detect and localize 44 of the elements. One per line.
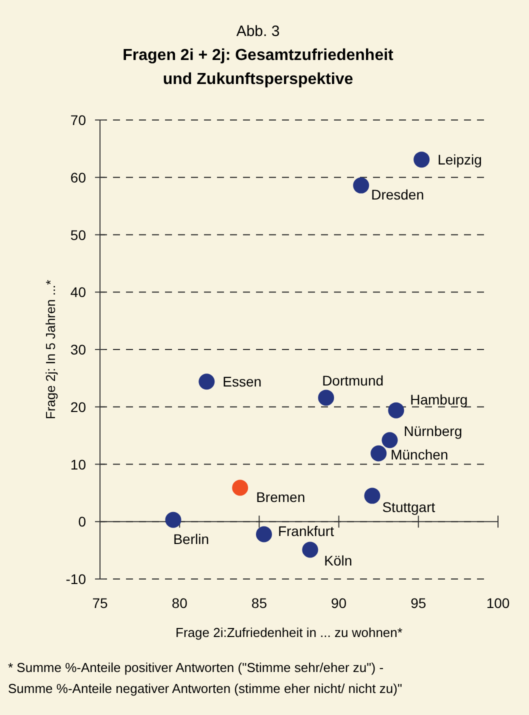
data-label: Köln [324, 552, 352, 569]
x-tick-label: 80 [172, 595, 188, 611]
point [318, 390, 334, 406]
y-tick-label: -10 [66, 571, 86, 587]
data-label: Dresden [371, 186, 424, 202]
point [302, 542, 318, 558]
point [388, 402, 404, 418]
chart-title: Abb. 3 [236, 23, 280, 40]
x-tick-label: 85 [251, 595, 268, 611]
data-label: Stuttgart [382, 498, 436, 515]
data-label: Nürnberg [404, 423, 462, 440]
y-tick-label: 30 [70, 342, 86, 358]
point [198, 374, 215, 390]
data-label: München [390, 446, 448, 462]
y-tick-label: 50 [70, 226, 86, 243]
point [382, 432, 398, 448]
data-label: Leipzig [438, 152, 482, 168]
point [364, 488, 380, 504]
point [370, 445, 387, 462]
y-tick-label: 60 [70, 169, 86, 186]
y-tick-label: 0 [78, 514, 86, 530]
data-label: Essen [222, 374, 262, 390]
x-tick-label: 75 [92, 595, 108, 611]
y-tick-label: 40 [70, 284, 86, 300]
chart-subtitle: Fragen 2i + 2j: Gesamtzufriedenheit und Zukunftsperspektive [122, 47, 394, 88]
point [414, 152, 430, 168]
x-tick-label: 95 [410, 595, 426, 611]
data-label: Bremen [256, 488, 306, 505]
data-label: Dortmund [322, 372, 384, 389]
data-label: Frankfurt [278, 523, 334, 540]
x-axis-title: Frage 2i:Zufriedenheit in ... zu wohnen* [176, 625, 402, 640]
x-tick-label: 100 [486, 595, 510, 611]
y-axis-title: Frage 2j: In 5 Jahren ...* [43, 280, 58, 420]
text: * Summe %-Anteile positiver Antworten ("Stimme sehr/eher zu") - Summe %-Anteile negativer Antworten (stimme eher nicht/ nicht zu)" [8, 660, 402, 696]
point [165, 512, 182, 528]
x-tick-label: 90 [331, 595, 347, 611]
point [353, 177, 370, 194]
y-tick-label: 70 [70, 112, 86, 128]
data-label: Hamburg [410, 391, 468, 408]
point [256, 526, 272, 542]
y-tick-label: 10 [70, 456, 86, 472]
y-tick-label: 20 [70, 398, 86, 415]
point [232, 480, 248, 496]
data-label: Berlin [173, 530, 210, 547]
